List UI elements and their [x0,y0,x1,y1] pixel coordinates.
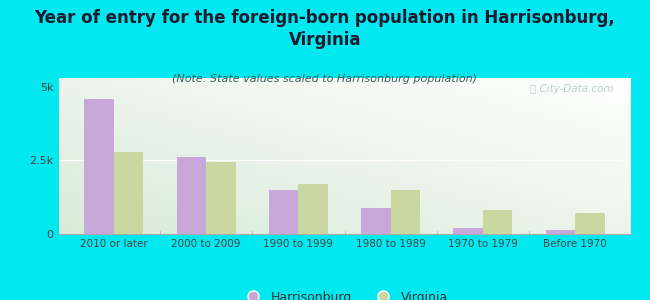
Bar [206,162,236,234]
Bar [84,99,114,234]
Text: Year of entry for the foreign-born population in Harrisonburg,
Virginia: Year of entry for the foreign-born popul… [34,9,616,49]
Bar [298,184,328,234]
Bar [114,152,144,234]
Bar [361,208,391,234]
Bar [453,228,483,234]
Bar [269,190,298,234]
Bar [483,211,512,234]
Bar [391,190,420,234]
Bar [575,213,604,234]
Legend: Harrisonburg, Virginia: Harrisonburg, Virginia [236,286,453,300]
Bar [545,230,575,234]
Text: (Note: State values scaled to Harrisonburg population): (Note: State values scaled to Harrisonbu… [172,74,478,83]
Text: ⓘ City-Data.com: ⓘ City-Data.com [530,84,614,94]
Bar [177,158,206,234]
